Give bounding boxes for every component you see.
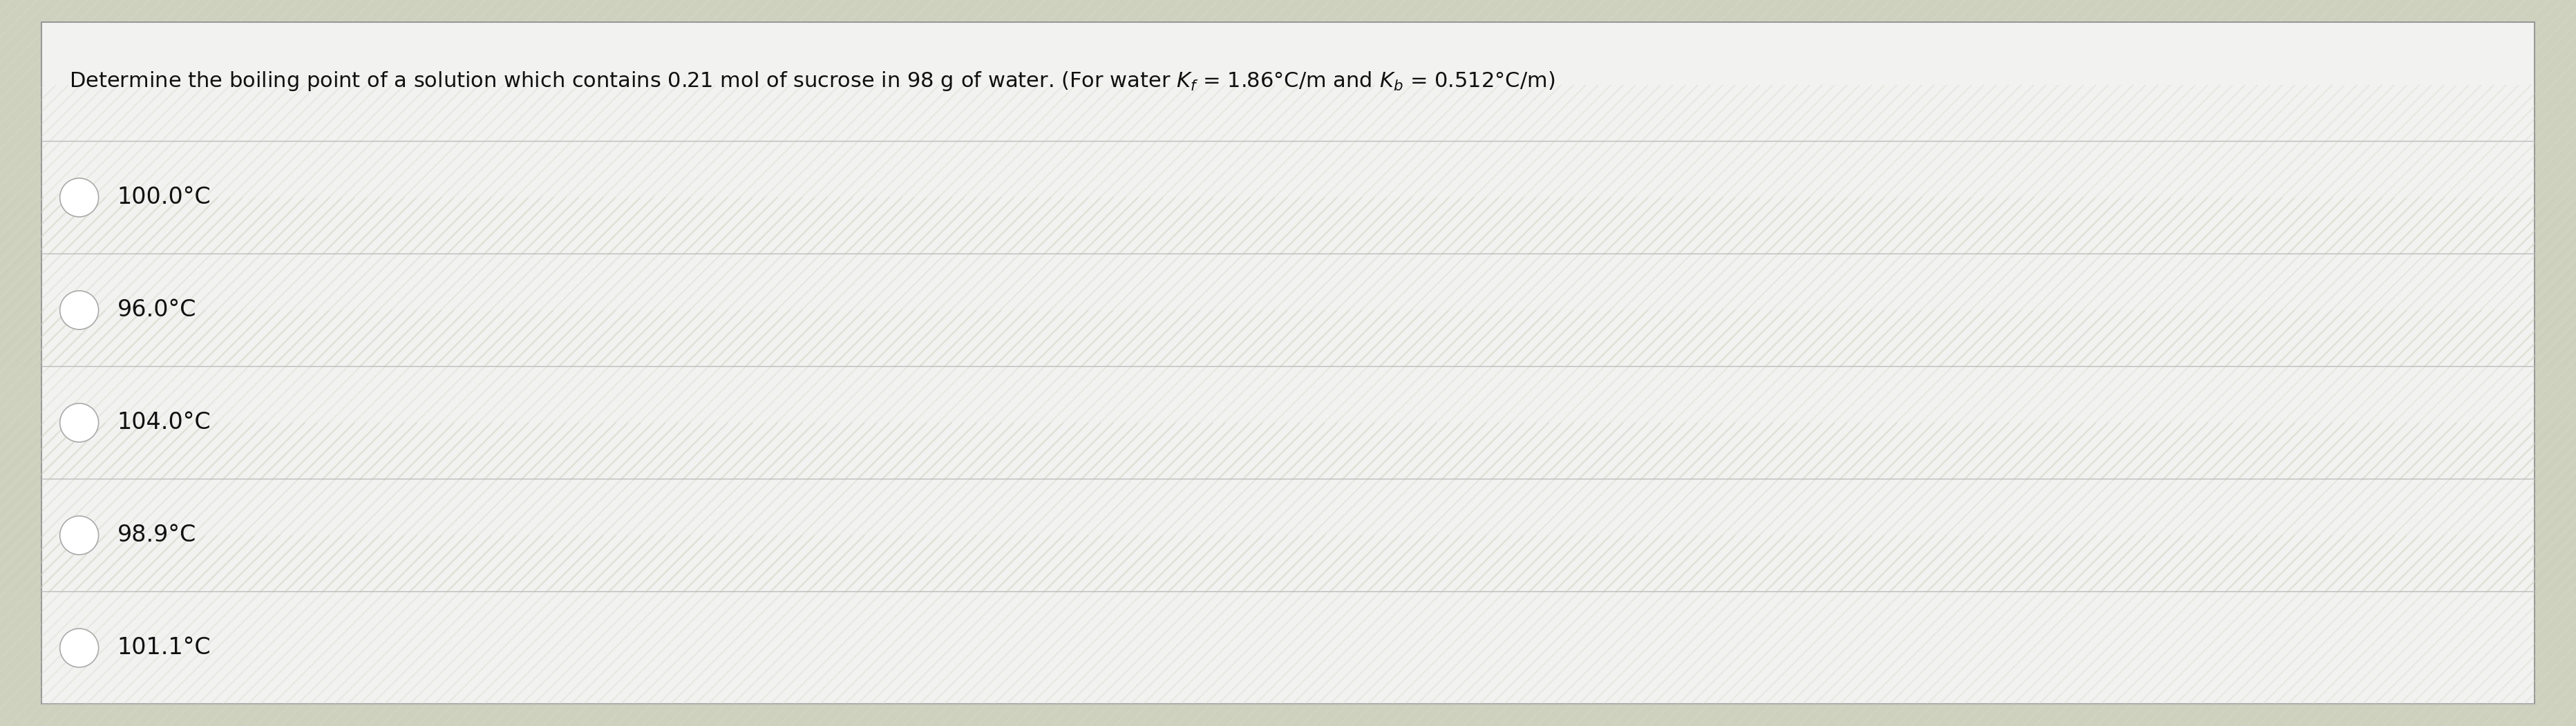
Text: 104.0°C: 104.0°C — [118, 412, 211, 434]
Ellipse shape — [59, 404, 98, 442]
Ellipse shape — [59, 516, 98, 555]
Text: 101.1°C: 101.1°C — [118, 637, 211, 659]
Ellipse shape — [59, 629, 98, 667]
Text: 100.0°C: 100.0°C — [118, 186, 211, 209]
Text: 98.9°C: 98.9°C — [118, 524, 196, 547]
Ellipse shape — [59, 291, 98, 330]
Ellipse shape — [59, 178, 98, 217]
Text: Determine the boiling point of a solution which contains 0.21 mol of sucrose in : Determine the boiling point of a solutio… — [70, 70, 1556, 93]
Text: 96.0°C: 96.0°C — [118, 298, 196, 322]
